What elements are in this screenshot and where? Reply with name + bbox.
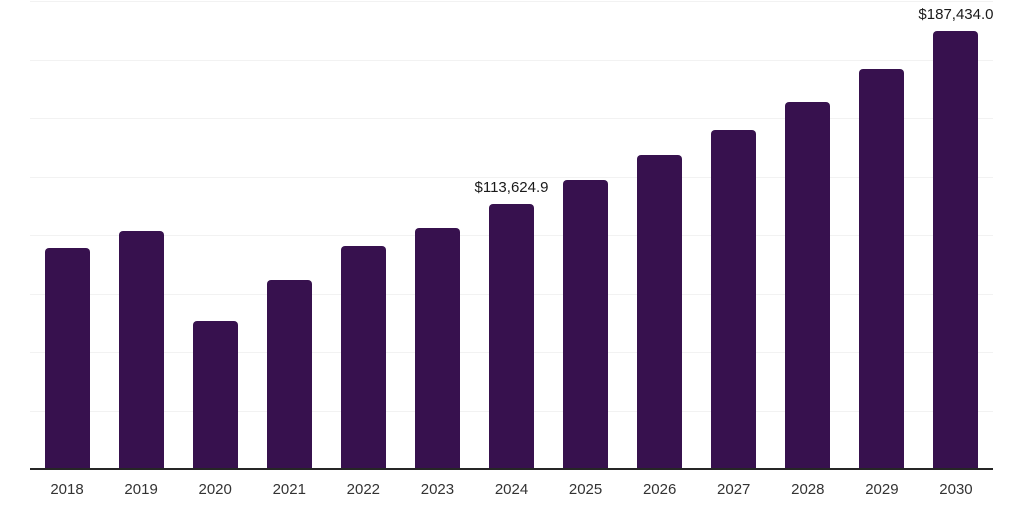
bar-2022	[340, 246, 386, 470]
x-tick-label-2027: 2027	[717, 481, 751, 498]
x-tick-label-2026: 2026	[642, 481, 677, 498]
plot-area: $113,624.9 $187,434.0	[30, 1, 994, 470]
x-tick-label-2029: 2029	[865, 481, 899, 498]
x-tick-label-2030: 2030	[939, 481, 973, 498]
bar-2020	[192, 321, 238, 470]
x-tick-label-2020: 2020	[198, 481, 232, 498]
x-tick-label-2024: 2024	[494, 481, 529, 498]
x-tick-label-2023: 2023	[420, 481, 455, 498]
bar-2021	[266, 280, 312, 470]
gridline	[30, 118, 993, 119]
gridline	[30, 59, 993, 61]
value-label-2030: $187,434.0	[918, 6, 994, 24]
x-tick-label-2018: 2018	[50, 481, 84, 498]
bar-2026	[637, 155, 683, 470]
x-axis-line	[30, 468, 993, 470]
bar-2024	[489, 204, 534, 470]
value-label-2024: $113,624.9	[474, 179, 549, 197]
gridline	[30, 176, 993, 178]
x-tick-label-2025: 2025	[568, 481, 603, 498]
bar-2019	[118, 230, 164, 470]
x-tick-label-2022: 2022	[346, 481, 381, 498]
gridline	[30, 1, 993, 2]
x-axis-labels: 2018 2019 2020 2021 2022 2023 2024 2025 2026 2027…	[30, 470, 993, 512]
bar-2023	[414, 228, 460, 470]
bar-2030	[933, 31, 979, 470]
x-tick-label-2028: 2028	[791, 481, 825, 498]
x-tick-label-2019: 2019	[124, 481, 158, 498]
x-tick-label-2021: 2021	[272, 481, 306, 498]
bar-2028	[785, 101, 831, 470]
bar-2018	[44, 248, 90, 470]
bar-2027	[711, 130, 757, 470]
bar-2025	[563, 180, 609, 470]
bar-2029	[859, 69, 905, 470]
